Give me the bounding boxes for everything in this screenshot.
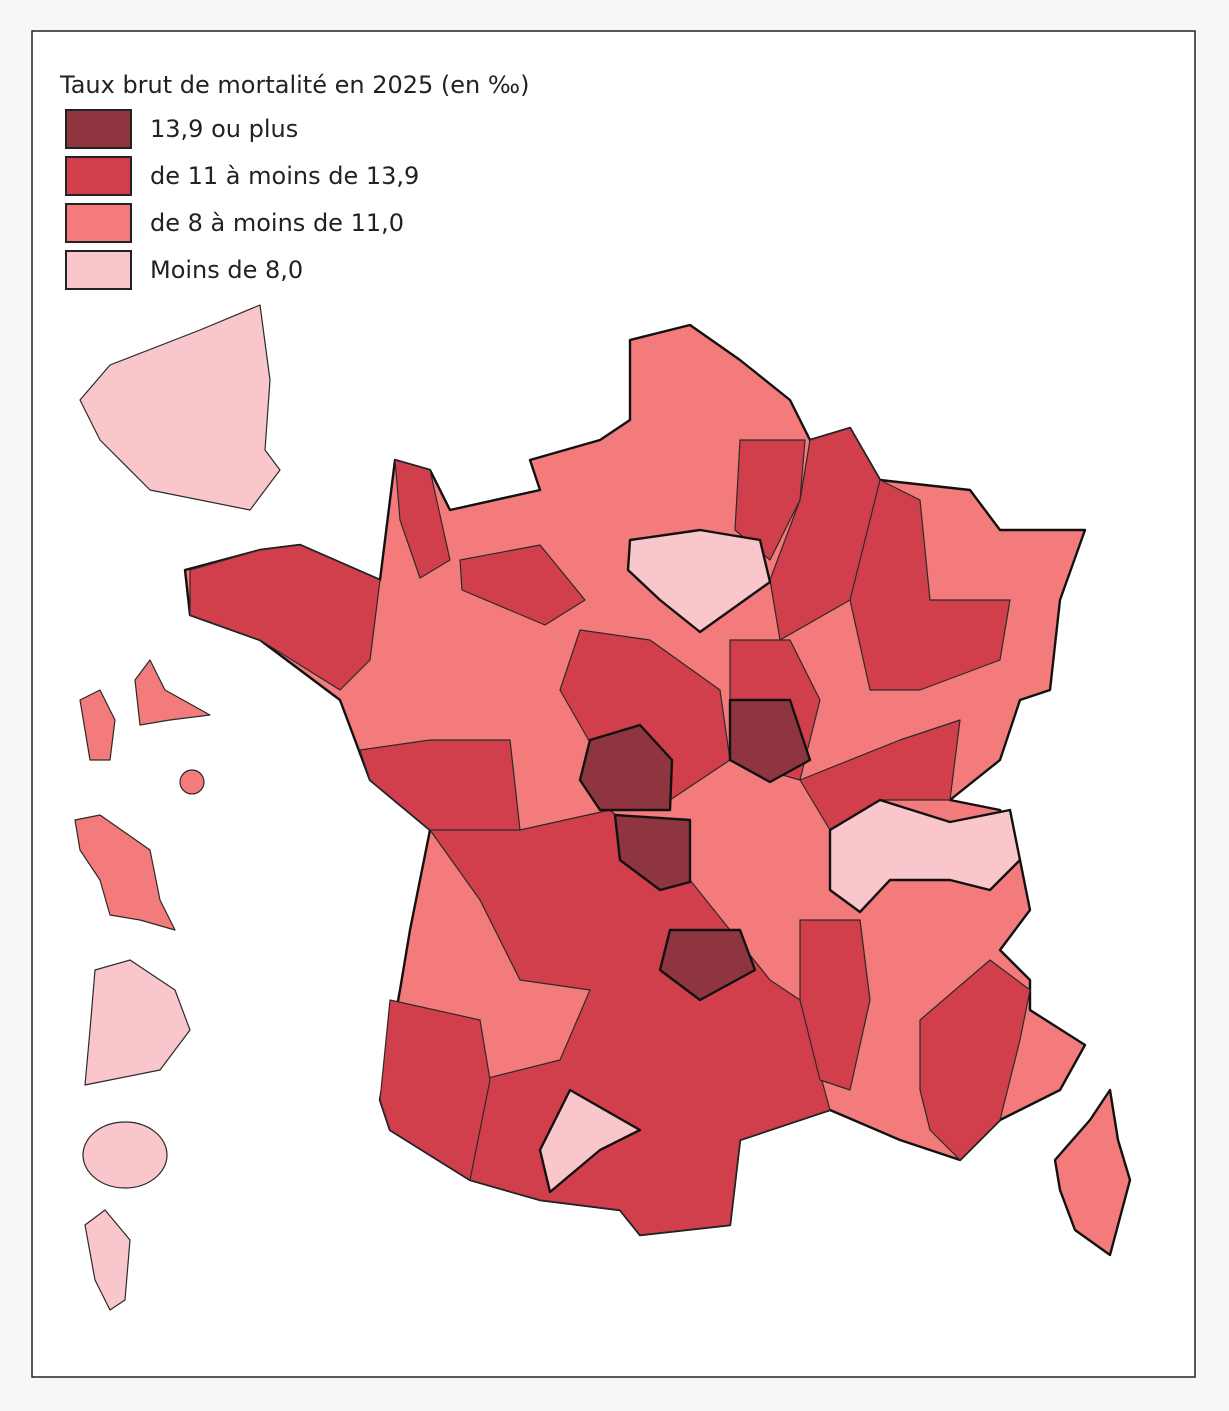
legend-swatch (65, 156, 132, 196)
department (919, 959, 1031, 1161)
department (799, 919, 871, 1091)
department (626, 528, 772, 634)
legend-swatch (65, 203, 132, 243)
department (189, 544, 381, 691)
corsica (1053, 1088, 1132, 1257)
department (849, 479, 1011, 691)
legend-label: de 11 à moins de 13,9 (150, 162, 419, 190)
department (429, 809, 831, 1236)
paris-inset (79, 304, 281, 511)
department (379, 999, 491, 1181)
legend-label: Moins de 8,0 (150, 256, 303, 284)
department (459, 544, 586, 626)
guadeloupe-island (179, 769, 205, 795)
legend-swatch (65, 109, 132, 149)
mayotte (84, 1209, 131, 1311)
guyane (84, 959, 191, 1086)
department (658, 928, 757, 1002)
overseas-insets (74, 304, 281, 1311)
guadeloupe (134, 659, 211, 726)
department (578, 723, 674, 812)
department (613, 813, 692, 892)
legend: 13,9 ou plus de 11 à moins de 13,9 de 8 à … (65, 109, 419, 290)
department (734, 439, 806, 561)
legend-label: de 8 à moins de 11,0 (150, 209, 404, 237)
france-map (183, 323, 1132, 1257)
martinique (74, 814, 176, 931)
department (728, 698, 812, 784)
guadeloupe (79, 689, 116, 761)
legend-swatch (65, 250, 132, 290)
legend-label: 13,9 ou plus (150, 115, 298, 143)
department (394, 459, 451, 579)
department (538, 1088, 642, 1194)
reunion (82, 1121, 168, 1189)
department (828, 798, 1022, 914)
legend-title: Taux brut de mortalité en 2025 (en ‰) (59, 71, 529, 99)
